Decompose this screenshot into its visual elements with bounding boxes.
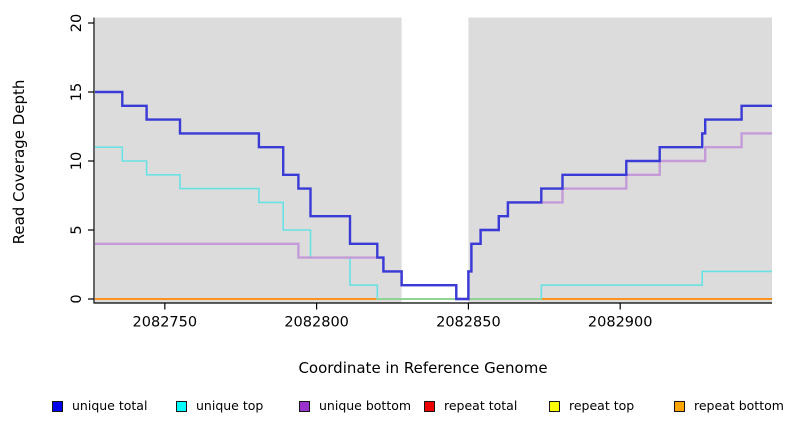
svg-text:20: 20 <box>69 14 85 32</box>
svg-text:2082750: 2082750 <box>133 315 198 331</box>
legend-item-unique-top: unique top <box>176 398 263 414</box>
legend-label: repeat total <box>444 398 518 413</box>
legend-label: repeat top <box>569 398 635 413</box>
legend-item-repeat-bottom: repeat bottom <box>674 398 784 414</box>
x-axis-title: Coordinate in Reference Genome <box>298 359 548 377</box>
legend-label: unique bottom <box>319 398 412 413</box>
legend-item-repeat-total: repeat total <box>424 398 517 414</box>
legend-label: repeat bottom <box>694 398 784 413</box>
series-unique-total <box>95 90 772 301</box>
legend-label: unique top <box>196 398 264 413</box>
unique-bottom-swatch-icon <box>299 400 310 412</box>
legend-item-unique-total: unique total <box>52 398 147 414</box>
series-unique-top <box>95 146 772 300</box>
y-axis-title: Read Coverage Depth <box>10 79 28 245</box>
unique-total-swatch-icon <box>52 400 63 412</box>
legend-item-repeat-top: repeat top <box>549 398 634 414</box>
svg-text:5: 5 <box>69 225 85 234</box>
svg-text:15: 15 <box>69 83 85 101</box>
coverage-chart: 2082750 2082800 2082850 2082900 0 5 10 15 20 <box>69 14 772 331</box>
svg-text:0: 0 <box>69 294 85 303</box>
legend-item-unique-bottom: unique bottom <box>299 398 411 414</box>
svg-text:10: 10 <box>69 152 85 170</box>
legend-label: unique total <box>72 398 148 413</box>
svg-text:2082850: 2082850 <box>436 315 501 331</box>
repeat-bottom-swatch-icon <box>674 400 685 412</box>
svg-text:2082800: 2082800 <box>284 315 349 331</box>
svg-text:2082900: 2082900 <box>588 315 653 331</box>
repeat-top-swatch-icon <box>549 400 560 412</box>
repeat-total-swatch-icon <box>424 400 435 412</box>
unique-top-swatch-icon <box>176 400 187 412</box>
